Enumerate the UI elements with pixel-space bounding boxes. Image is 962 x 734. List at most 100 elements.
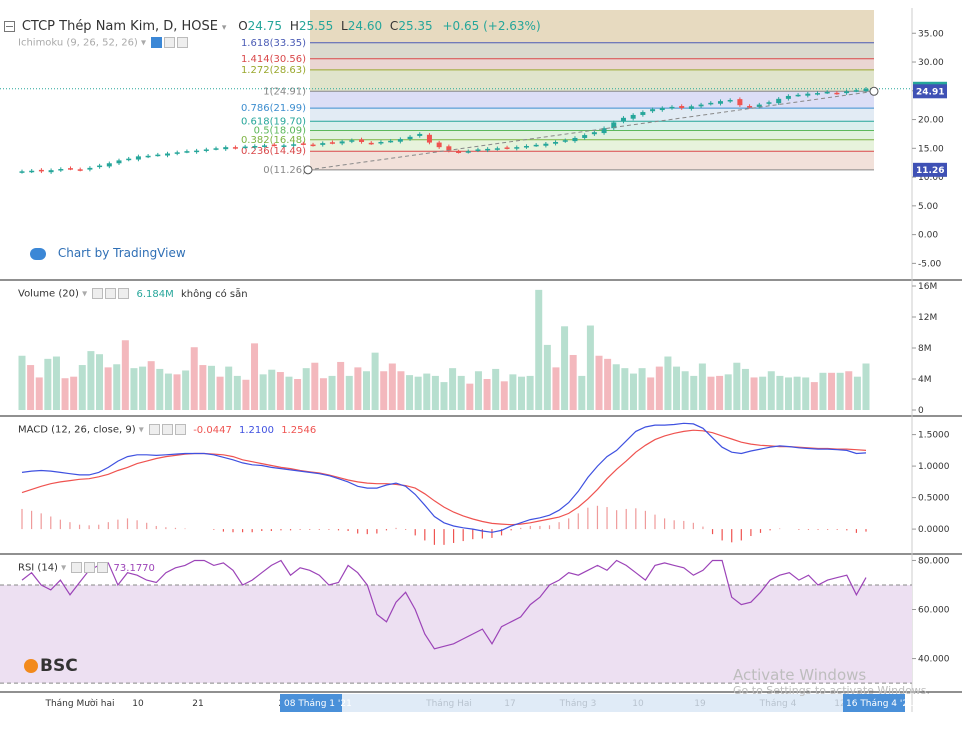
candle-body — [814, 93, 820, 95]
volume-bar — [604, 358, 612, 410]
volume-bar — [27, 365, 35, 410]
candle-body — [553, 141, 559, 144]
close-icon[interactable] — [97, 562, 109, 573]
volume-bar — [621, 368, 629, 410]
tradingview-link[interactable]: Chart by TradingView — [30, 246, 186, 260]
candle-body — [310, 144, 316, 147]
eye-icon[interactable] — [151, 37, 163, 48]
volume-bar — [311, 362, 319, 410]
gear-icon[interactable] — [162, 424, 174, 435]
price-tick-label: 0.00 — [918, 231, 938, 241]
candle-body — [737, 99, 743, 106]
ichimoku-title[interactable]: Ichimoku (9, 26, 52, 26) — [18, 37, 138, 49]
candle-body — [514, 147, 520, 149]
gear-icon[interactable] — [84, 562, 96, 573]
candle-body — [572, 137, 578, 142]
volume-tick-label: 12M — [918, 313, 937, 323]
macd-tick-label: 0.5000 — [918, 494, 950, 504]
eye-icon[interactable] — [71, 562, 83, 573]
macd-title[interactable]: MACD (12, 26, close, 9) — [18, 424, 136, 436]
candle-body — [77, 169, 83, 171]
fib-level-label: 1(24.91) — [263, 86, 306, 97]
gear-icon[interactable] — [105, 288, 117, 299]
macd-hist-value: -0.0447 — [193, 424, 232, 436]
candle-body — [29, 170, 35, 173]
volume-bar — [449, 368, 457, 410]
volume-bar — [319, 378, 327, 410]
candle-body — [174, 152, 180, 154]
x-tick-label: 17 — [504, 699, 515, 709]
volume-legend: Volume (20) ▾ 6.184M không có sẵn — [18, 288, 248, 300]
symbol-title[interactable]: CTCP Thép Nam Kim, D, HOSE — [21, 19, 218, 34]
x-tick-label: 2021 — [279, 699, 302, 709]
volume-bar — [612, 364, 620, 410]
fib-base-tag: 11.26 — [916, 166, 944, 176]
volume-bar — [431, 375, 439, 410]
price-tick-label: 20.00 — [918, 116, 944, 126]
volume-bar — [164, 373, 172, 410]
chevron-down-icon[interactable]: ▾ — [61, 562, 67, 574]
fib-band — [310, 130, 874, 140]
candle-body — [165, 153, 171, 156]
chevron-down-icon[interactable]: ▾ — [138, 424, 144, 436]
volume-bar — [259, 374, 267, 410]
tradingview-link-label: Chart by TradingView — [57, 246, 186, 260]
volume-tick-label: 0 — [918, 406, 924, 416]
chevron-down-icon[interactable]: ▾ — [82, 288, 88, 300]
candle-body — [339, 141, 345, 144]
volume-bar — [759, 376, 767, 410]
candle-body — [116, 160, 122, 164]
rsi-title[interactable]: RSI (14) — [18, 562, 58, 574]
candle-body — [601, 128, 607, 134]
volume-bar — [216, 376, 224, 410]
close-icon[interactable] — [175, 424, 187, 435]
volume-bar — [294, 379, 302, 410]
volume-bar — [104, 367, 112, 410]
candle-body — [368, 142, 374, 145]
minus-square-icon[interactable] — [4, 21, 15, 32]
volume-bar — [388, 363, 396, 410]
candle-body — [795, 94, 801, 97]
volume-bar — [561, 326, 569, 410]
candle-body — [785, 95, 791, 99]
volume-bar — [35, 377, 43, 410]
fib-level-label: 0.382(16.48) — [241, 135, 306, 146]
x-tick-label: Tháng Mười hai — [44, 698, 114, 709]
eye-icon[interactable] — [92, 288, 104, 299]
x-tick-label: 19 — [694, 699, 706, 709]
volume-bar — [362, 371, 370, 410]
volume-bar — [767, 371, 775, 410]
candle-body — [194, 150, 200, 153]
volume-bar — [810, 382, 818, 410]
chevron-down-icon[interactable]: ▾ — [141, 37, 147, 49]
fib-level-label: 0(11.26) — [263, 165, 306, 176]
gear-icon[interactable] — [164, 37, 176, 48]
ichimoku-legend: Ichimoku (9, 26, 52, 26) ▾ — [18, 37, 189, 49]
volume-bar — [190, 347, 198, 410]
volume-bar — [750, 377, 758, 410]
fib-level-label: 0.236(14.49) — [241, 146, 306, 157]
eye-icon[interactable] — [149, 424, 161, 435]
candle-body — [475, 149, 481, 151]
volume-bar — [509, 374, 517, 410]
windows-watermark: Activate Windows Go to Settings to activ… — [733, 666, 930, 697]
candle-body — [620, 117, 626, 122]
fib-anchor-end — [869, 86, 879, 96]
close-icon[interactable] — [118, 288, 130, 299]
fib-base-tag-bg — [913, 162, 947, 177]
candle-body — [184, 151, 190, 153]
candle-body — [630, 114, 636, 119]
volume-bar — [345, 375, 353, 410]
chevron-down-icon[interactable]: ▾ — [221, 23, 227, 33]
volume-bar — [397, 371, 405, 410]
volume-bar — [242, 379, 250, 410]
fib-band — [310, 69, 874, 92]
volume-bar — [139, 366, 147, 410]
candle-body — [329, 142, 335, 144]
volume-title[interactable]: Volume (20) — [18, 288, 79, 300]
close-icon[interactable] — [177, 37, 189, 48]
volume-bar — [440, 382, 448, 410]
candle-body — [494, 148, 500, 150]
ohlc-high-value: 25.55 — [298, 19, 334, 33]
